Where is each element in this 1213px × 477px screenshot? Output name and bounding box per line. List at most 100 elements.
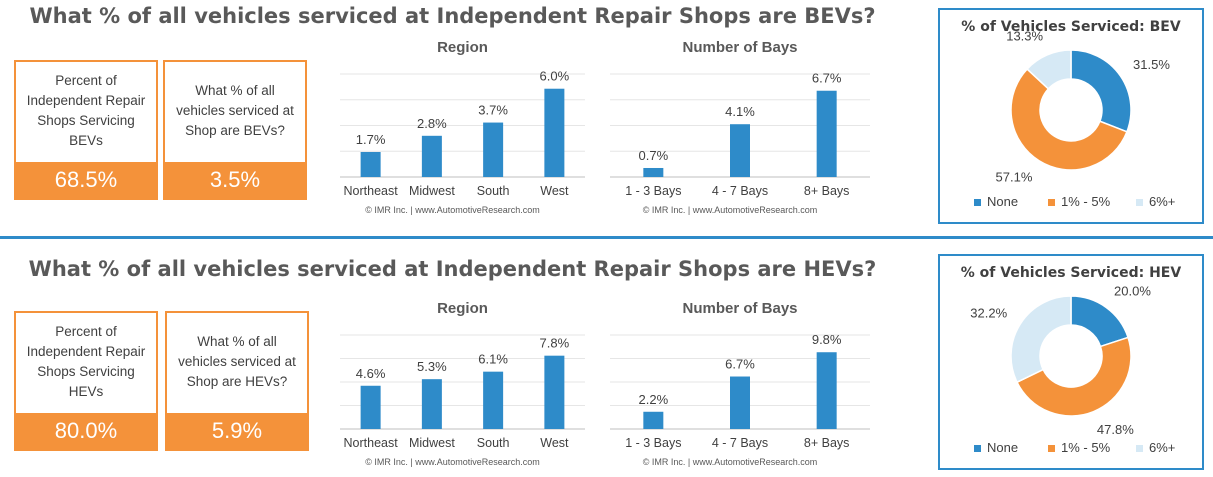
source-note: © IMR Inc. | www.AutomotiveResearch.com	[643, 457, 818, 467]
kpi-share-vehicles-bev: What % of all vehicles serviced at Shop …	[163, 60, 307, 200]
hev-region-bar-chart: Region 4.6% Northeast 5.3% Midwest 6.1% South 7…	[340, 300, 585, 467]
legend-swatch	[974, 199, 981, 206]
source-note: © IMR Inc. | www.AutomotiveResearch.com	[643, 205, 818, 215]
legend-label: None	[987, 440, 1018, 455]
data-label: 32.2%	[970, 306, 1007, 321]
donut-slice	[1010, 295, 1072, 384]
bar	[643, 167, 664, 177]
category-label: 1 - 3 Bays	[625, 436, 681, 450]
hev-donut-chart: 20.0% 47.8% 32.2% None 1% - 5% 6%+	[970, 283, 1175, 455]
legend-swatch	[974, 445, 981, 452]
data-label: 2.8%	[417, 116, 447, 131]
legend-label: 6%+	[1149, 440, 1175, 455]
bev-section-title: What % of all vehicles serviced at Indep…	[29, 4, 876, 28]
bar	[816, 90, 837, 177]
legend-label: 1% - 5%	[1061, 194, 1111, 209]
data-label: 47.8%	[1097, 422, 1134, 437]
hev-bays-bar-chart: Number of Bays 2.2% 1 - 3 Bays 6.7% 4 - 7 Ba…	[610, 300, 870, 467]
bar	[360, 385, 381, 429]
legend-swatch	[1136, 445, 1143, 452]
source-note: © IMR Inc. | www.AutomotiveResearch.com	[365, 205, 540, 215]
category-label: Midwest	[409, 184, 455, 198]
chart-title: Number of Bays	[682, 300, 797, 317]
category-label: 8+ Bays	[804, 436, 850, 450]
donut-slice	[1010, 68, 1128, 171]
bar	[421, 135, 442, 177]
bar	[643, 411, 664, 429]
kpi-label: What % of all vehicles serviced at Shop …	[176, 83, 294, 138]
bev-bays-bar-chart: Number of Bays 0.7% 1 - 3 Bays 4.1% 4 - 7 Ba…	[610, 39, 870, 215]
donut-slice	[1016, 336, 1132, 417]
bar	[544, 88, 565, 177]
bar	[483, 122, 504, 177]
data-label: 6.7%	[725, 357, 755, 372]
kpi-label: What % of all vehicles serviced at Shop …	[178, 334, 296, 389]
bar	[730, 376, 750, 429]
bev-donut-chart: 31.5% 57.1% 13.3% None 1% - 5% 6%+	[974, 29, 1175, 209]
data-label: 1.7%	[356, 132, 386, 147]
donut-slice	[1026, 49, 1072, 90]
category-label: West	[540, 184, 569, 198]
bev-region-bar-chart: Region 1.7% Northeast 2.8% Midwest 3.7% South 6…	[340, 39, 585, 215]
donut-slice	[1070, 49, 1132, 133]
legend-label: 6%+	[1149, 194, 1175, 209]
category-label: 4 - 7 Bays	[712, 436, 768, 450]
bar	[544, 355, 565, 429]
legend-label: None	[987, 194, 1018, 209]
legend-swatch	[1048, 199, 1055, 206]
hev-donut-panel: % of Vehicles Serviced: HEV 20.0% 47.8% 32…	[938, 254, 1204, 470]
data-label: 6.1%	[478, 352, 508, 367]
bar	[421, 379, 442, 429]
data-label: 57.1%	[996, 170, 1033, 185]
data-label: 31.5%	[1133, 57, 1170, 72]
kpi-percent-shops-bev: Percent of Independent Repair Shops Serv…	[14, 60, 158, 200]
bar	[816, 352, 837, 429]
data-label: 5.3%	[417, 359, 447, 374]
bev-donut-panel: % of Vehicles Serviced: BEV 31.5% 57.1% 13…	[938, 8, 1204, 224]
category-label: Northeast	[344, 184, 399, 198]
data-label: 9.8%	[812, 332, 842, 347]
kpi-share-vehicles-hev: What % of all vehicles serviced at Shop …	[165, 311, 309, 451]
category-label: West	[540, 436, 569, 450]
data-label: 2.2%	[639, 392, 669, 407]
data-label: 20.0%	[1114, 283, 1151, 298]
kpi-percent-shops-hev: Percent of Independent Repair Shops Serv…	[14, 311, 158, 451]
data-label: 6.7%	[812, 71, 842, 86]
data-label: 4.1%	[725, 104, 755, 119]
kpi-label: Percent of Independent Repair Shops Serv…	[26, 73, 146, 148]
bar	[483, 371, 504, 429]
data-label: 13.3%	[1006, 29, 1043, 44]
hev-donut-title: % of Vehicles Serviced: HEV	[960, 265, 1182, 281]
category-label: South	[477, 184, 510, 198]
category-label: Northeast	[344, 436, 399, 450]
legend-swatch	[1136, 199, 1143, 206]
hev-section-title: What % of all vehicles serviced at Indep…	[28, 257, 877, 281]
category-label: Midwest	[409, 436, 455, 450]
bev-section: What % of all vehicles serviced at Indep…	[0, 0, 1213, 238]
legend-label: 1% - 5%	[1061, 440, 1111, 455]
kpi-value: 68.5%	[16, 162, 156, 198]
legend-swatch	[1048, 445, 1055, 452]
bar	[360, 151, 381, 177]
chart-title: Region	[437, 39, 488, 56]
hev-section: What % of all vehicles serviced at Indep…	[0, 239, 1213, 477]
data-label: 7.8%	[540, 336, 570, 351]
bar	[730, 124, 750, 177]
data-label: 4.6%	[356, 366, 386, 381]
kpi-value: 80.0%	[16, 413, 156, 449]
chart-title: Number of Bays	[682, 39, 797, 56]
category-label: 1 - 3 Bays	[625, 184, 681, 198]
data-label: 6.0%	[540, 69, 570, 84]
category-label: South	[477, 436, 510, 450]
category-label: 4 - 7 Bays	[712, 184, 768, 198]
kpi-value: 3.5%	[165, 162, 305, 198]
chart-title: Region	[437, 300, 488, 317]
kpi-value: 5.9%	[167, 413, 307, 449]
section-divider	[0, 236, 1213, 239]
donut-slice	[1070, 295, 1130, 348]
bev-donut-title: % of Vehicles Serviced: BEV	[961, 19, 1181, 35]
data-label: 3.7%	[478, 103, 508, 118]
source-note: © IMR Inc. | www.AutomotiveResearch.com	[365, 457, 540, 467]
kpi-label: Percent of Independent Repair Shops Serv…	[26, 324, 146, 399]
data-label: 0.7%	[639, 148, 669, 163]
